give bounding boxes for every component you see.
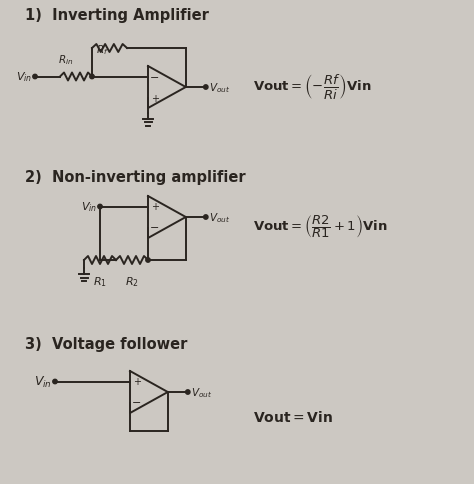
Text: 2)  Non-inverting amplifier: 2) Non-inverting amplifier — [25, 170, 246, 184]
Text: $V_{in}$: $V_{in}$ — [81, 200, 97, 214]
Circle shape — [53, 379, 57, 384]
Text: $R_f$: $R_f$ — [96, 43, 109, 57]
Text: 3)  Voltage follower: 3) Voltage follower — [25, 336, 187, 351]
Text: $R_1$: $R_1$ — [93, 274, 107, 288]
Text: $\mathbf{Vout} = \mathbf{Vin}$: $\mathbf{Vout} = \mathbf{Vin}$ — [253, 409, 333, 424]
Text: −: − — [150, 223, 160, 233]
Text: $V_{out}$: $V_{out}$ — [191, 385, 212, 399]
Text: +: + — [151, 202, 159, 212]
Text: 1)  Inverting Amplifier: 1) Inverting Amplifier — [25, 8, 209, 23]
Text: +: + — [133, 377, 141, 387]
Text: +: + — [151, 93, 159, 103]
Text: $R_2$: $R_2$ — [125, 274, 139, 288]
Circle shape — [90, 75, 94, 79]
Text: $\mathbf{Vout} = \left(\dfrac{R2}{R1} + 1\right)\mathbf{Vin}$: $\mathbf{Vout} = \left(\dfrac{R2}{R1} + … — [253, 212, 387, 240]
Circle shape — [146, 258, 150, 263]
Circle shape — [98, 205, 102, 209]
Circle shape — [33, 75, 37, 79]
Circle shape — [186, 390, 190, 394]
Text: −: − — [132, 398, 142, 408]
Text: $V_{out}$: $V_{out}$ — [209, 81, 230, 95]
Text: $R_{in}$: $R_{in}$ — [58, 54, 73, 67]
Text: $V_{in}$: $V_{in}$ — [34, 374, 52, 389]
Text: $V_{out}$: $V_{out}$ — [209, 211, 230, 225]
Text: −: − — [150, 72, 160, 82]
Circle shape — [204, 215, 208, 220]
Circle shape — [204, 86, 208, 90]
Text: $V_{in}$: $V_{in}$ — [16, 71, 32, 84]
Text: $\mathbf{Vout} = \left(-\dfrac{Rf}{Ri}\right)\mathbf{Vin}$: $\mathbf{Vout} = \left(-\dfrac{Rf}{Ri}\r… — [253, 72, 372, 101]
